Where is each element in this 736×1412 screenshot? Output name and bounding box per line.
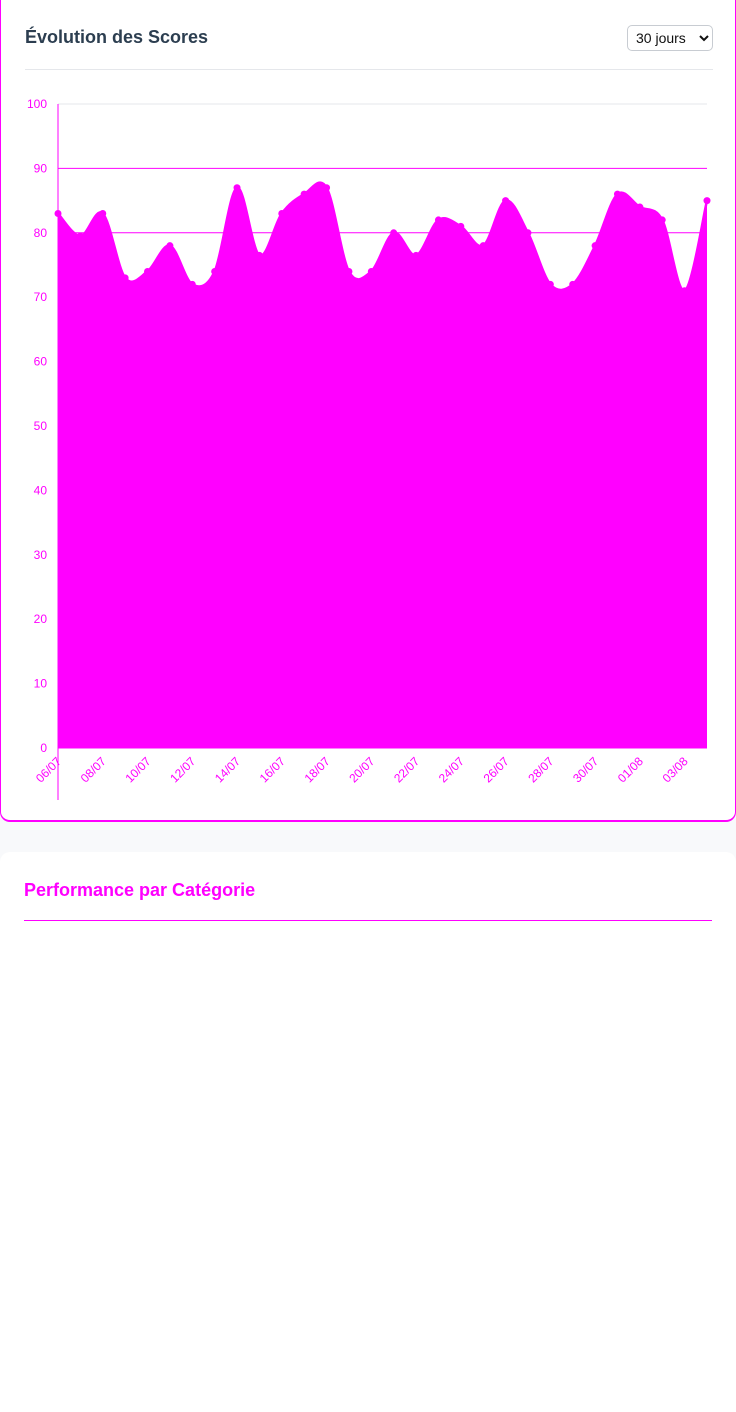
y-tick-label: 30 (34, 548, 48, 562)
chart-area-layer (57, 181, 709, 748)
data-point (703, 197, 711, 205)
y-tick-label: 20 (34, 612, 48, 626)
category-card-title: Performance par Catégorie (24, 880, 256, 900)
y-tick-label: 100 (27, 97, 47, 111)
category-chart-segment-line (43, 1247, 197, 1299)
chart-points (54, 184, 711, 295)
x-tick-label: 26/07 (481, 754, 512, 785)
x-tick-label: 18/07 (302, 754, 333, 785)
data-point (569, 280, 577, 288)
data-point (636, 203, 644, 211)
data-point (278, 209, 286, 217)
x-tick-label: 24/07 (436, 754, 467, 785)
data-point (479, 242, 487, 250)
data-point (524, 229, 532, 237)
x-tick-label: 10/07 (123, 754, 154, 785)
data-point (367, 267, 375, 275)
data-point (613, 190, 621, 198)
y-tick-label: 90 (34, 161, 48, 175)
data-point (188, 280, 196, 288)
y-tick-label: 0 (40, 741, 47, 755)
data-point (54, 209, 62, 217)
x-tick-label: 14/07 (212, 754, 243, 785)
data-point (76, 232, 84, 240)
x-tick-label: 01/08 (615, 754, 646, 785)
data-point (681, 287, 689, 295)
x-tick-label: 20/07 (346, 754, 377, 785)
data-point (211, 267, 219, 275)
data-point (166, 242, 174, 250)
x-tick-label: 28/07 (525, 754, 556, 785)
category-chart (43, 1247, 197, 1299)
data-point (345, 267, 353, 275)
data-point (434, 216, 442, 224)
data-point (412, 251, 420, 259)
x-tick-label: 08/07 (78, 754, 109, 785)
data-point (457, 222, 465, 230)
x-tick-label: 30/07 (570, 754, 601, 785)
data-point (502, 197, 510, 205)
data-point (255, 251, 263, 259)
y-tick-label: 50 (34, 419, 48, 433)
data-point (591, 242, 599, 250)
data-point (546, 280, 554, 288)
data-point (121, 274, 129, 282)
y-tick-label: 70 (34, 290, 48, 304)
y-tick-label: 60 (34, 355, 48, 369)
score-card-divider (25, 69, 713, 70)
period-select[interactable]: 30 jours (627, 25, 713, 51)
category-performance-card: Performance par Catégorie (0, 852, 736, 1412)
y-tick-label: 80 (34, 226, 48, 240)
data-point (99, 209, 107, 217)
score-card-title: Évolution des Scores (25, 27, 209, 47)
category-card-divider (24, 920, 712, 921)
data-point (300, 190, 308, 198)
data-point (390, 229, 398, 237)
data-point (658, 216, 666, 224)
series-area (58, 182, 707, 748)
x-tick-label: 22/07 (391, 754, 422, 785)
x-tick-label: 06/07 (33, 754, 64, 785)
x-axis-ticks: 06/07 08/07 10/07 12/07 14/07 16/07 18/07 20/07… (33, 754, 691, 785)
data-point (144, 267, 152, 275)
x-tick-label: 16/07 (257, 754, 288, 785)
y-tick-label: 40 (34, 483, 48, 497)
data-point (323, 184, 331, 192)
x-tick-label: 03/08 (660, 754, 691, 785)
y-tick-label: 10 (34, 677, 48, 691)
data-point (233, 184, 241, 192)
x-tick-label: 12/07 (167, 754, 198, 785)
